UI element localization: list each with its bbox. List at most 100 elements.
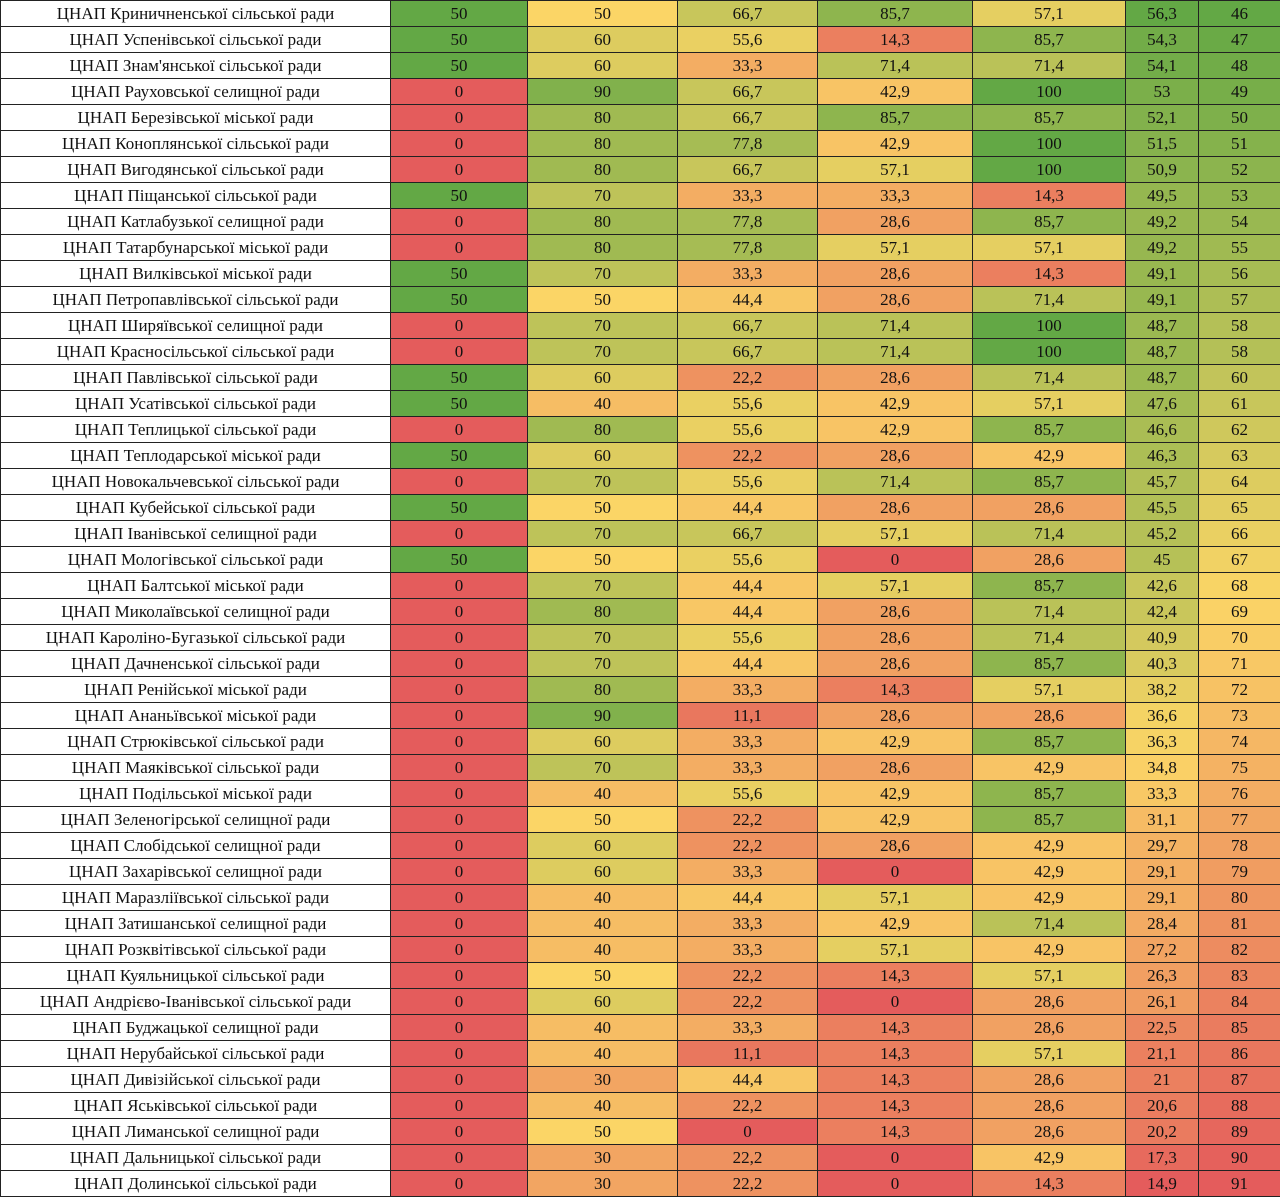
score-cell-col-6: 46,3 bbox=[1125, 442, 1199, 469]
score-cell-col-3: 22,2 bbox=[677, 364, 818, 391]
score-cell-col-7: 57 bbox=[1198, 286, 1280, 313]
score-cell-col-4: 14,3 bbox=[817, 26, 973, 53]
score-cell-col-4: 14,3 bbox=[817, 962, 973, 989]
score-cell-col-1: 0 bbox=[390, 1092, 528, 1119]
score-cell-col-4: 28,6 bbox=[817, 624, 973, 651]
score-cell-col-6: 49,1 bbox=[1125, 286, 1199, 313]
score-cell-col-3: 55,6 bbox=[677, 546, 818, 573]
score-cell-col-2: 70 bbox=[527, 312, 678, 339]
score-cell-col-7: 86 bbox=[1198, 1040, 1280, 1067]
score-cell-col-3: 22,2 bbox=[677, 832, 818, 859]
table-row: ЦНАП Піщанської сільської ради 50 70 33,3 33… bbox=[0, 182, 1280, 209]
score-cell-col-3: 33,3 bbox=[677, 936, 818, 963]
score-cell-col-2: 50 bbox=[527, 286, 678, 313]
table-row: ЦНАП Рауховської селищної ради 0 90 66,7 42,… bbox=[0, 78, 1280, 105]
score-cell-col-2: 80 bbox=[527, 676, 678, 703]
score-cell-col-4: 14,3 bbox=[817, 1092, 973, 1119]
table-row: ЦНАП Ширяївської селищної ради 0 70 66,7 71,… bbox=[0, 312, 1280, 339]
score-cell-col-6: 53 bbox=[1125, 78, 1199, 105]
table-row: ЦНАП Андрієво-Іванівської сільської ради… bbox=[0, 988, 1280, 1015]
score-cell-col-1: 0 bbox=[390, 676, 528, 703]
score-cell-col-7: 91 bbox=[1198, 1170, 1280, 1197]
score-cell-col-6: 54,1 bbox=[1125, 52, 1199, 79]
table-row: ЦНАП Павлівської сільської ради 50 60 22,2 2… bbox=[0, 364, 1280, 391]
score-cell-col-1: 50 bbox=[390, 442, 528, 469]
score-cell-col-7: 78 bbox=[1198, 832, 1280, 859]
score-cell-col-6: 49,5 bbox=[1125, 182, 1199, 209]
score-cell-col-4: 33,3 bbox=[817, 182, 973, 209]
score-cell-col-7: 61 bbox=[1198, 390, 1280, 417]
score-cell-col-5: 57,1 bbox=[972, 390, 1126, 417]
organization-name-cell: ЦНАП Балтської міської ради bbox=[0, 572, 391, 599]
score-cell-col-7: 63 bbox=[1198, 442, 1280, 469]
score-cell-col-6: 50,9 bbox=[1125, 156, 1199, 183]
score-cell-col-1: 0 bbox=[390, 156, 528, 183]
score-cell-col-5: 85,7 bbox=[972, 104, 1126, 131]
score-cell-col-3: 66,7 bbox=[677, 338, 818, 365]
score-cell-col-6: 56,3 bbox=[1125, 0, 1199, 27]
organization-name-cell: ЦНАП Коноплянської сільської ради bbox=[0, 130, 391, 157]
score-cell-col-1: 50 bbox=[390, 26, 528, 53]
score-cell-col-6: 49,2 bbox=[1125, 208, 1199, 235]
score-cell-col-4: 14,3 bbox=[817, 1040, 973, 1067]
score-cell-col-5: 71,4 bbox=[972, 520, 1126, 547]
organization-name-cell: ЦНАП Теплодарської міської ради bbox=[0, 442, 391, 469]
organization-name-cell: ЦНАП Розквітівської сільської ради bbox=[0, 936, 391, 963]
score-cell-col-2: 40 bbox=[527, 390, 678, 417]
score-cell-col-5: 57,1 bbox=[972, 962, 1126, 989]
table-row: ЦНАП Новокальчевської сільської ради 0 70 5… bbox=[0, 468, 1280, 495]
score-cell-col-6: 38,2 bbox=[1125, 676, 1199, 703]
score-cell-col-6: 29,1 bbox=[1125, 858, 1199, 885]
organization-name-cell: ЦНАП Знам'янської сільської ради bbox=[0, 52, 391, 79]
table-row: ЦНАП Куяльницької сільської ради 0 50 22,2 1… bbox=[0, 962, 1280, 989]
score-cell-col-5: 28,6 bbox=[972, 1066, 1126, 1093]
score-cell-col-1: 50 bbox=[390, 286, 528, 313]
score-cell-col-1: 0 bbox=[390, 650, 528, 677]
score-cell-col-5: 85,7 bbox=[972, 572, 1126, 599]
score-cell-col-3: 0 bbox=[677, 1118, 818, 1145]
score-cell-col-4: 0 bbox=[817, 988, 973, 1015]
organization-name-cell: ЦНАП Криничненської сільської ради bbox=[0, 0, 391, 27]
score-cell-col-3: 55,6 bbox=[677, 624, 818, 651]
score-cell-col-2: 30 bbox=[527, 1066, 678, 1093]
score-cell-col-4: 28,6 bbox=[817, 286, 973, 313]
score-cell-col-2: 60 bbox=[527, 728, 678, 755]
organization-name-cell: ЦНАП Петропавлівської сільської ради bbox=[0, 286, 391, 313]
score-cell-col-5: 14,3 bbox=[972, 260, 1126, 287]
score-cell-col-1: 50 bbox=[390, 0, 528, 27]
score-cell-col-4: 28,6 bbox=[817, 832, 973, 859]
score-cell-col-7: 56 bbox=[1198, 260, 1280, 287]
score-cell-col-2: 60 bbox=[527, 988, 678, 1015]
score-cell-col-3: 33,3 bbox=[677, 728, 818, 755]
score-cell-col-7: 76 bbox=[1198, 780, 1280, 807]
score-cell-col-5: 28,6 bbox=[972, 988, 1126, 1015]
score-cell-col-4: 0 bbox=[817, 1144, 973, 1171]
score-cell-col-5: 28,6 bbox=[972, 1014, 1126, 1041]
score-cell-col-4: 28,6 bbox=[817, 208, 973, 235]
score-cell-col-4: 57,1 bbox=[817, 884, 973, 911]
score-cell-col-5: 100 bbox=[972, 156, 1126, 183]
score-cell-col-1: 50 bbox=[390, 52, 528, 79]
organization-name-cell: ЦНАП Лиманської селищної ради bbox=[0, 1118, 391, 1145]
score-cell-col-2: 90 bbox=[527, 702, 678, 729]
score-cell-col-3: 22,2 bbox=[677, 1144, 818, 1171]
score-cell-col-2: 70 bbox=[527, 520, 678, 547]
score-cell-col-4: 28,6 bbox=[817, 494, 973, 521]
organization-name-cell: ЦНАП Маяківської сільської ради bbox=[0, 754, 391, 781]
score-cell-col-2: 90 bbox=[527, 78, 678, 105]
table-row: ЦНАП Усатівської сільської ради 50 40 55,6 4… bbox=[0, 390, 1280, 417]
score-cell-col-1: 0 bbox=[390, 754, 528, 781]
score-cell-col-4: 28,6 bbox=[817, 702, 973, 729]
score-cell-col-7: 84 bbox=[1198, 988, 1280, 1015]
score-cell-col-1: 0 bbox=[390, 1118, 528, 1145]
score-cell-col-2: 80 bbox=[527, 156, 678, 183]
score-cell-col-2: 50 bbox=[527, 0, 678, 27]
score-cell-col-4: 0 bbox=[817, 546, 973, 573]
organization-name-cell: ЦНАП Миколаївської селищної ради bbox=[0, 598, 391, 625]
score-cell-col-7: 81 bbox=[1198, 910, 1280, 937]
table-row: ЦНАП Захарівської селищної ради 0 60 33,3 0 4… bbox=[0, 858, 1280, 885]
table-row: ЦНАП Теплицької сільської ради 0 80 55,6 42,… bbox=[0, 416, 1280, 443]
table-row: ЦНАП Затишанської селищної ради 0 40 33,3 42… bbox=[0, 910, 1280, 937]
score-cell-col-4: 28,6 bbox=[817, 598, 973, 625]
score-cell-col-5: 100 bbox=[972, 338, 1126, 365]
